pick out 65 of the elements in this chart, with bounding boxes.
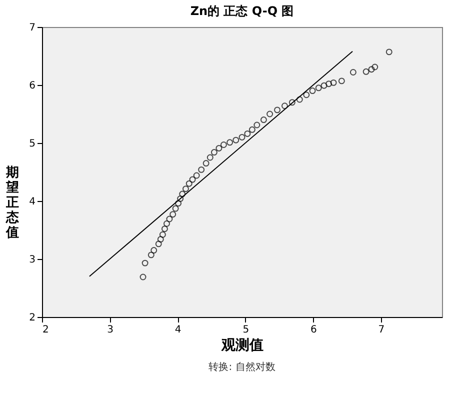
y-tick-label: 2: [29, 312, 36, 324]
point: [296, 96, 303, 103]
point: [226, 139, 234, 146]
point: [368, 66, 375, 73]
y-tick-label: 5: [29, 138, 36, 150]
point: [220, 142, 227, 148]
point: [338, 78, 345, 84]
y-tick-label: 7: [29, 22, 36, 34]
point: [330, 79, 337, 86]
point: [320, 82, 328, 89]
text: 转换: 自然对数: [208, 361, 276, 373]
point: [238, 134, 246, 140]
y-tick-label: 4: [29, 196, 36, 208]
point: [179, 190, 186, 198]
point: [309, 88, 316, 94]
point: [248, 126, 256, 133]
point: [288, 99, 296, 106]
point: [189, 176, 196, 183]
point: [372, 64, 378, 70]
point: [142, 260, 148, 266]
x-tick-label: 6: [310, 324, 317, 336]
point: [182, 186, 189, 192]
point: [210, 149, 218, 156]
point: [266, 110, 274, 118]
point: [159, 231, 166, 238]
point: [198, 166, 205, 173]
point: [164, 220, 170, 227]
point: [326, 80, 332, 88]
point: [148, 252, 154, 258]
point: [177, 195, 184, 202]
y-tick-label: 3: [29, 254, 36, 266]
point: [216, 144, 222, 152]
point: [254, 122, 260, 128]
x-tick-label: 4: [174, 324, 182, 336]
y-axis-title: 期望正态值: [5, 166, 20, 240]
point: [150, 247, 158, 254]
point: [274, 106, 280, 114]
point: [157, 236, 164, 243]
point: [202, 160, 210, 167]
point: [350, 69, 356, 76]
chart-title: Zn的 正态 Q-Q 图: [190, 4, 294, 18]
point: [303, 92, 310, 98]
y-tick-label: 6: [29, 80, 36, 92]
point: [315, 84, 322, 92]
x-axis-title: 观测值: [220, 338, 264, 354]
point: [170, 211, 176, 218]
x-tick-label: 5: [242, 324, 250, 336]
point: [386, 48, 392, 56]
point: [140, 274, 146, 280]
point: [186, 180, 192, 187]
point: [175, 200, 182, 207]
x-tick-label: 2: [42, 324, 49, 336]
point: [193, 172, 200, 179]
x-tick-label: 3: [107, 324, 114, 336]
point: [260, 116, 267, 124]
point: [166, 216, 173, 222]
point: [281, 102, 288, 110]
x-tick-label: 7: [378, 324, 385, 336]
point: [232, 136, 240, 144]
point: [172, 205, 179, 212]
point: [161, 226, 168, 232]
point: [206, 154, 214, 161]
point: [155, 240, 162, 248]
point: [244, 130, 251, 137]
point: [362, 68, 370, 75]
